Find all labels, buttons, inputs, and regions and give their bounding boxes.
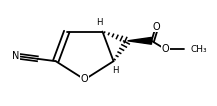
Polygon shape [128,37,151,44]
Text: O: O [152,22,160,32]
Text: CH₃: CH₃ [190,45,207,54]
Text: H: H [112,66,119,75]
Text: O: O [81,75,89,84]
Text: N: N [12,51,20,61]
Text: H: H [96,18,102,27]
Text: O: O [162,44,169,54]
